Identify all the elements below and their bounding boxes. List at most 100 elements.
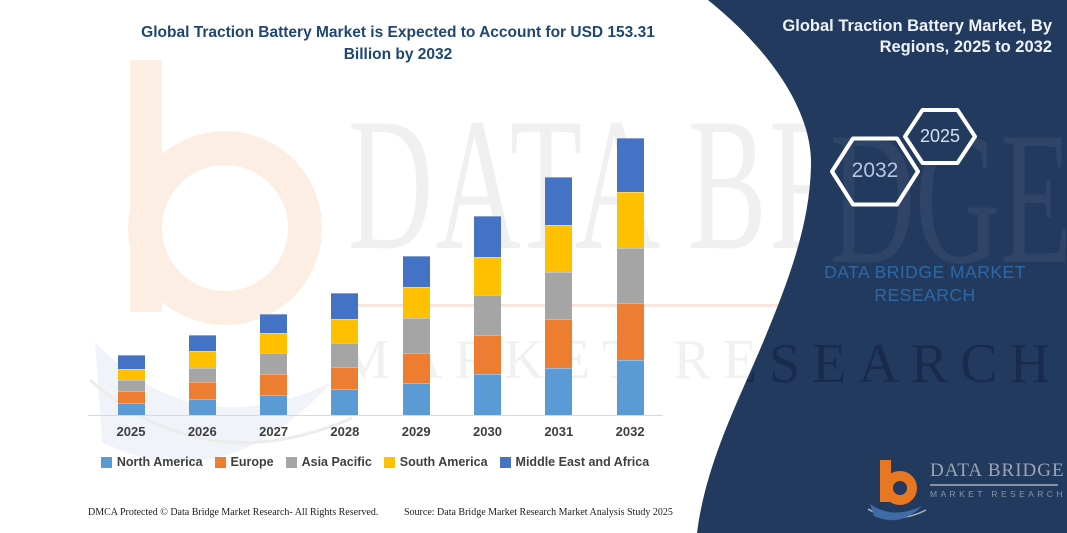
x-axis-label: 2029: [401, 424, 431, 439]
x-axis-label: 2026: [187, 424, 217, 439]
stacked-bar-2032: [616, 137, 644, 415]
bar-segment: [474, 215, 501, 257]
stacked-bar-2026: [188, 334, 216, 415]
legend-swatch: [285, 456, 297, 468]
hexagon-2025-label: 2025: [919, 126, 961, 146]
bar-segment: [545, 367, 573, 415]
brand-text-line2: RESEARCH: [874, 285, 976, 305]
bar-segment: [331, 292, 359, 319]
right-panel-title-line1: Global Traction Battery Market, By: [782, 17, 1052, 35]
data-bridge-logo: DATA BRIDGE MARKET RESEARCH: [868, 458, 1066, 522]
legend-swatch: [499, 456, 511, 468]
bar-segment: [545, 318, 573, 368]
legend-label: South America: [399, 455, 488, 469]
legend-label: Middle East and Africa: [515, 455, 650, 469]
watermark-logo-b: [90, 60, 353, 462]
legend-swatch: [214, 456, 226, 468]
bar-segment: [331, 318, 359, 343]
bar-segment: [331, 366, 359, 390]
legend-item: South America: [383, 455, 488, 469]
legend-item: Middle East and Africa: [499, 455, 650, 469]
bar-segment: [616, 359, 644, 415]
legend-item: North America: [100, 455, 203, 469]
right-panel-title-line2: Regions, 2025 to 2032: [879, 38, 1052, 56]
bar-segment: [117, 402, 145, 415]
bar-segment: [188, 382, 216, 399]
bar-segment: [474, 295, 501, 335]
stacked-bar-2029: [402, 255, 430, 415]
bar-segment: [545, 271, 573, 319]
bar-segment: [331, 342, 359, 367]
stacked-bar-2030: [474, 215, 501, 415]
x-axis-label: 2025: [116, 424, 146, 439]
bar-segment: [117, 379, 145, 392]
legend-item: Asia Pacific: [285, 455, 372, 469]
bar-segment: [402, 286, 430, 319]
stacked-bar-2031: [545, 176, 573, 415]
bar-segment: [402, 255, 430, 287]
legend-item: Europe: [214, 455, 274, 469]
bar-segment: [260, 353, 288, 374]
hexagon-2032-label: 2032: [851, 159, 899, 182]
watermark-b-bowl: [128, 131, 322, 325]
bar-segment: [117, 391, 145, 403]
bar-segment: [188, 367, 216, 383]
watermark-swoosh-blue: [95, 342, 332, 462]
year-hexagons: [830, 108, 977, 207]
legend-label: North America: [116, 455, 203, 469]
bar-segment: [616, 303, 644, 360]
legend-swatch: [100, 456, 112, 468]
chart-title: Global Traction Battery Market is Expect…: [90, 22, 706, 66]
stacked-bar-2025: [117, 355, 145, 415]
brand-text-line1: DATA BRIDGE MARKET: [824, 262, 1026, 282]
bar-segment: [474, 256, 501, 296]
hexagon-2032: [830, 136, 920, 207]
bar-chart-plot-area: [85, 98, 665, 415]
bar-segment: [188, 398, 216, 415]
logo-b-bowl: [883, 471, 917, 505]
x-axis-label: 2027: [259, 424, 289, 439]
legend-label: Asia Pacific: [301, 455, 372, 469]
legend-label: Europe: [230, 455, 274, 469]
hexagon-2025: [903, 108, 977, 165]
footer-dmca-text: DMCA Protected © Data Bridge Market Rese…: [88, 507, 379, 518]
bar-segment: [616, 247, 644, 304]
legend-swatch: [383, 456, 395, 468]
right-panel-title: Global Traction Battery Market, By Regio…: [740, 16, 1052, 58]
bar-segment: [402, 352, 430, 383]
stacked-bar-2027: [260, 313, 288, 415]
watermark-underline: [352, 304, 1052, 307]
chart-title-line1: Global Traction Battery Market is Expect…: [141, 24, 655, 41]
bar-segment: [260, 332, 288, 354]
bar-segment: [188, 350, 216, 368]
bar-segment: [616, 137, 644, 193]
logo-b-icon: [868, 460, 927, 521]
bar-segment: [188, 334, 216, 351]
bar-segment: [331, 389, 359, 415]
x-axis-labels: 2025 2026 2027 2028 2029 2030 2031 2032: [85, 424, 665, 442]
bar-segment: [260, 394, 288, 415]
bar-segment: [117, 355, 145, 369]
logo-swoosh-blue: [870, 504, 922, 521]
x-axis-label: 2032: [615, 424, 645, 439]
bar-segment: [545, 224, 573, 272]
stacked-bar-2028: [331, 292, 359, 415]
footer-source-text: Source: Data Bridge Market Research Mark…: [404, 507, 673, 518]
bar-segment: [117, 368, 145, 380]
bar-segment: [474, 334, 501, 375]
x-axis-label: 2030: [473, 424, 502, 439]
bar-segment: [545, 176, 573, 225]
x-axis-line: [88, 415, 663, 416]
right-panel-brand-text: DATA BRIDGE MARKET RESEARCH: [790, 261, 1060, 307]
chart-title-line2: Billion by 2032: [343, 46, 453, 63]
bar-segment: [260, 374, 288, 395]
bar-segment: [616, 192, 644, 248]
bar-segment: [402, 382, 430, 415]
logo-subtitle: MARKET RESEARCH: [930, 489, 1066, 499]
x-axis-label: 2028: [330, 424, 360, 439]
x-axis-label: 2031: [544, 424, 574, 439]
bar-segment: [260, 313, 288, 333]
bar-segment: [402, 318, 430, 353]
chart-legend: North America Europe Asia Pacific South Ame…: [85, 455, 665, 469]
